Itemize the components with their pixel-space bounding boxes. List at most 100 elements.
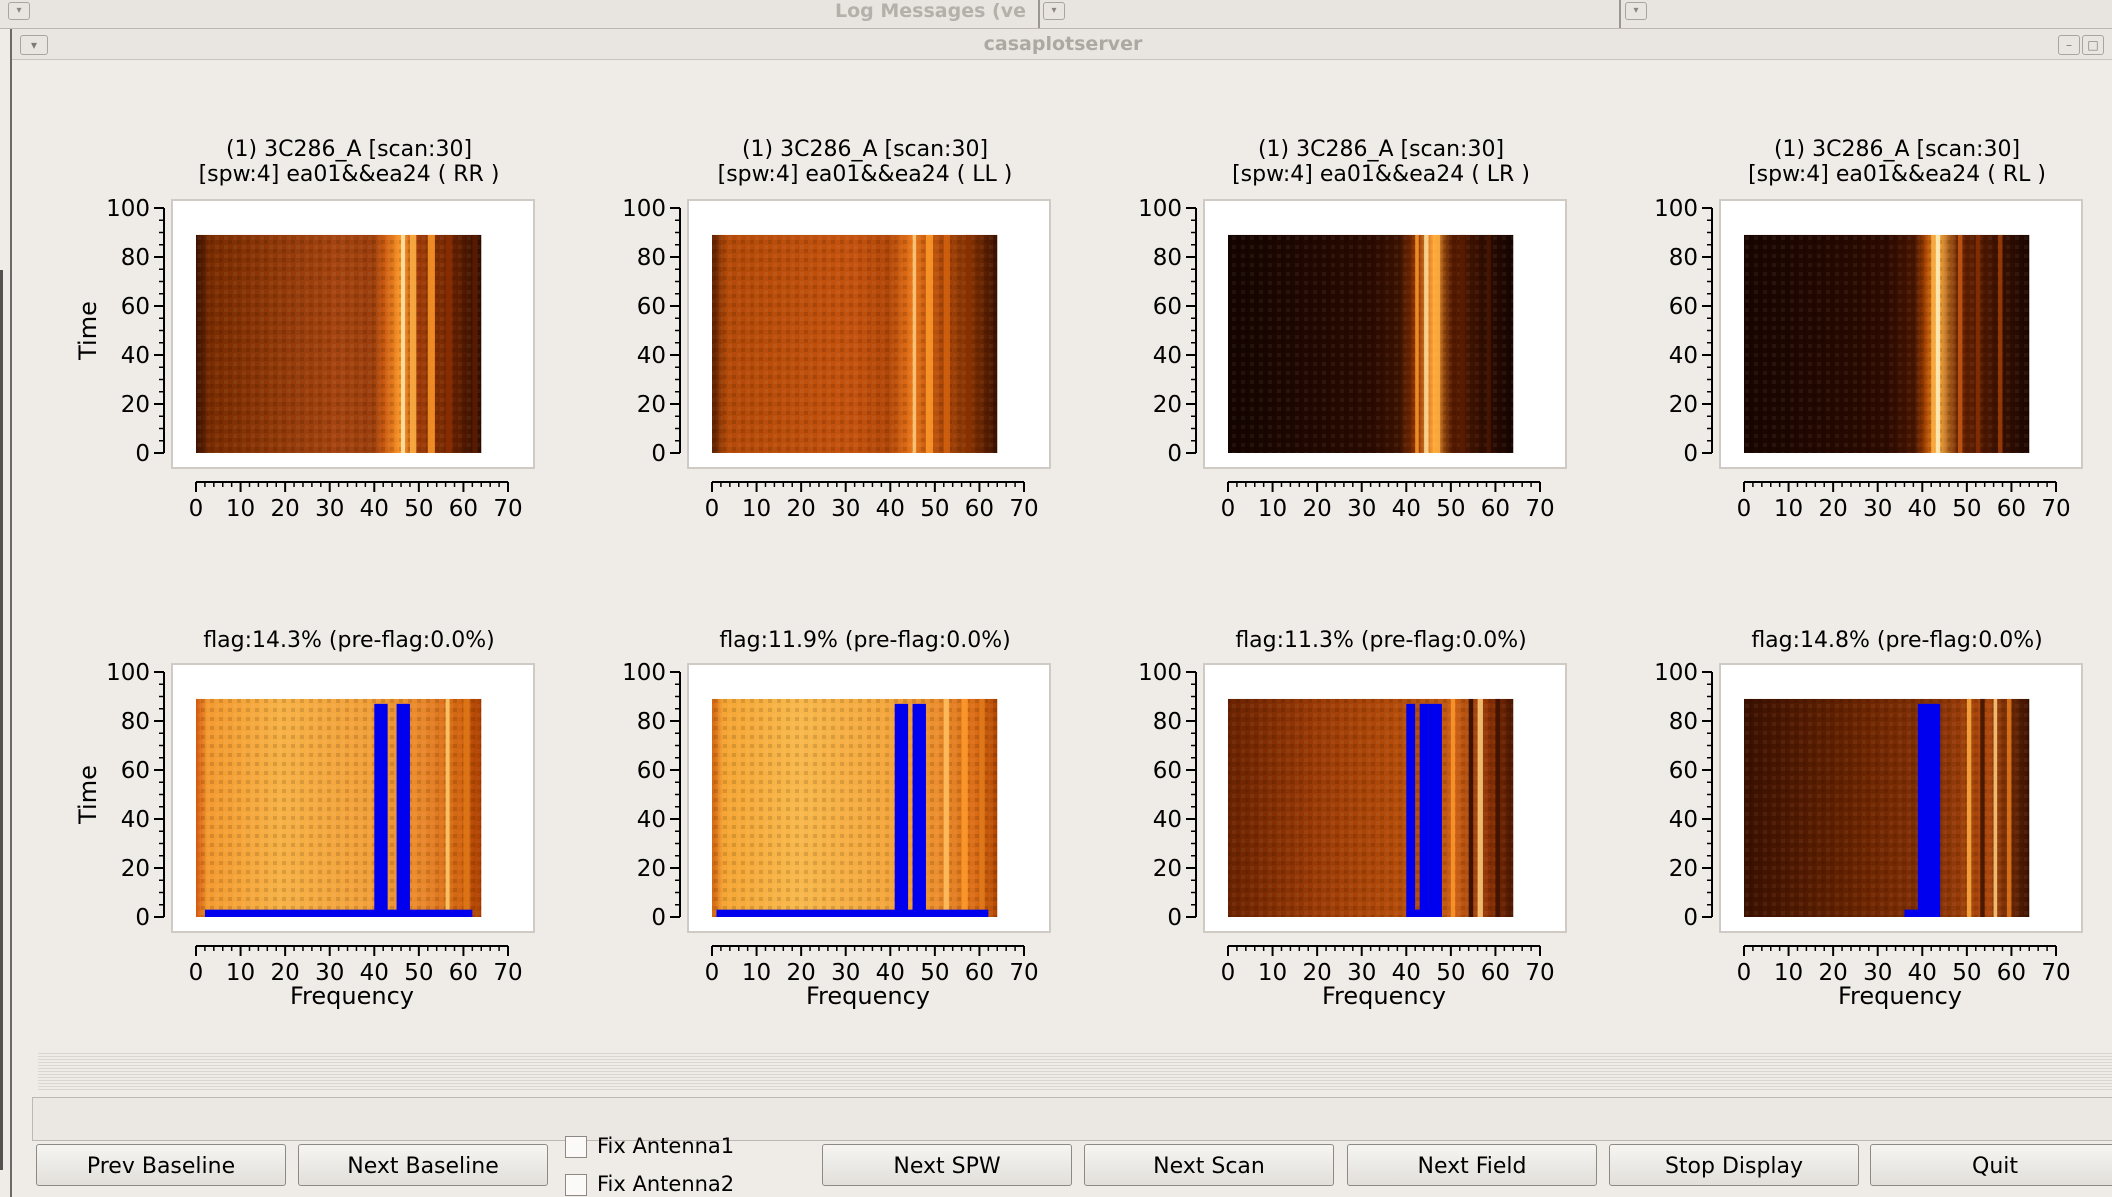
y-tick-label: 40 (121, 807, 150, 833)
x-tick-label: 70 (2041, 960, 2070, 986)
heatmap-band (1450, 698, 1456, 917)
y-tick-label: 60 (1153, 294, 1182, 320)
x-tick-label: 0 (1737, 496, 1752, 522)
heatmap-texture (1744, 698, 2030, 917)
plot-title: (1) 3C286_A [scan:30] (742, 137, 988, 162)
heatmap-band (1424, 234, 1429, 453)
stop-display-button[interactable]: Stop Display (1609, 1144, 1859, 1186)
chevron-down-icon[interactable]: ▾ (1043, 2, 1065, 20)
y-tick-label: 20 (1153, 856, 1182, 882)
plot-panel: 0 20 40 60 80 100 0 10 20 30 40 50 60 70 flag:11.3% (p… (1138, 628, 1567, 1010)
y-tick-label: 0 (651, 905, 666, 931)
next-scan-button[interactable]: Next Scan (1084, 1144, 1334, 1186)
y-tick-label: 80 (1669, 245, 1698, 271)
next-field-button[interactable]: Next Field (1347, 1144, 1597, 1186)
y-tick-label: 80 (1669, 709, 1698, 735)
heatmap-band (1993, 698, 1998, 917)
heatmap-band (427, 234, 435, 453)
background-log-window: ▾ Log Messages (ve ▾ ▾ (0, 0, 2112, 29)
x-tick-label: 10 (1258, 496, 1287, 522)
heatmap-band (943, 698, 950, 917)
heatmap-texture (1744, 234, 2030, 453)
x-tick-label: 50 (404, 496, 433, 522)
y-tick-label: 40 (121, 343, 150, 369)
heatmap-band (1957, 234, 1963, 453)
fix-antenna2-checkbox[interactable] (565, 1174, 587, 1196)
heatmap-band (463, 698, 470, 917)
heatmap-band (1931, 234, 1935, 453)
x-tick-label: 40 (1908, 960, 1937, 986)
chevron-down-icon[interactable]: ▾ (1625, 2, 1647, 20)
prev-baseline-button[interactable]: Prev Baseline (36, 1144, 286, 1186)
heatmap-band (401, 234, 406, 453)
x-tick-label: 10 (226, 960, 255, 986)
x-tick-label: 30 (315, 960, 344, 986)
x-tick-label: 30 (1863, 960, 1892, 986)
x-tick-label: 20 (787, 960, 816, 986)
x-tick-label: 20 (1819, 496, 1848, 522)
flagged-region (1904, 909, 1923, 917)
x-axis-label: Frequency (806, 982, 930, 1010)
y-tick-label: 100 (622, 660, 666, 686)
plot-panel: 0 20 40 60 80 100 0 10 20 30 40 50 60 70 (1) 3C286_A [… (1138, 137, 1567, 522)
x-axis-label: Frequency (290, 982, 414, 1010)
heatmap-band (979, 698, 985, 917)
y-tick-label: 0 (135, 905, 150, 931)
x-tick-label: 0 (1221, 960, 1236, 986)
x-tick-label: 10 (1774, 960, 1803, 986)
flagged-region (1406, 703, 1416, 917)
y-tick-label: 20 (637, 856, 666, 882)
heatmap-texture (712, 698, 998, 917)
plot-panel: 0 20 40 60 80 100 0 10 20 30 40 50 60 70 (1) 3C286_A [… (622, 137, 1051, 522)
x-tick-label: 30 (1347, 960, 1376, 986)
y-tick-label: 60 (1153, 758, 1182, 784)
y-tick-label: 40 (637, 343, 666, 369)
x-tick-label: 30 (315, 496, 344, 522)
y-tick-label: 60 (1669, 294, 1698, 320)
y-tick-label: 60 (121, 294, 150, 320)
plot-panel: 0 20 40 60 80 100 0 10 20 30 40 50 60 70 (1) 3C286_A [… (74, 137, 535, 522)
plot-subtitle: [spw:4] ea01&&ea24 ( RL ) (1748, 162, 2046, 187)
x-tick-label: 50 (920, 496, 949, 522)
y-tick-label: 100 (622, 196, 666, 222)
fix-antenna1-checkbox[interactable] (565, 1136, 587, 1158)
x-tick-label: 0 (1737, 960, 1752, 986)
y-tick-label: 80 (637, 709, 666, 735)
plot-subtitle: [spw:4] ea01&&ea24 ( LR ) (1232, 162, 1530, 187)
minimize-icon[interactable]: – (2058, 35, 2080, 55)
x-tick-label: 70 (493, 496, 522, 522)
x-tick-label: 50 (1436, 960, 1465, 986)
y-tick-label: 40 (1669, 343, 1698, 369)
y-tick-label: 100 (106, 660, 150, 686)
fix-antenna1-label: Fix Antenna1 (597, 1134, 735, 1158)
x-tick-label: 50 (1952, 960, 1981, 986)
y-tick-label: 100 (1654, 660, 1698, 686)
chevron-down-icon[interactable]: ▾ (8, 2, 30, 20)
heatmap-band (943, 234, 951, 453)
flagged-region (1419, 703, 1429, 917)
y-tick-label: 0 (1683, 905, 1698, 931)
x-tick-label: 20 (271, 960, 300, 986)
flagged-region (1917, 703, 1941, 917)
x-tick-label: 60 (965, 960, 994, 986)
plot-title: flag:14.3% (pre-flag:0.0%) (203, 628, 494, 653)
x-tick-label: 70 (1009, 496, 1038, 522)
heatmap-band (1415, 234, 1419, 453)
splitter-handle[interactable] (38, 1051, 2112, 1091)
quit-button[interactable]: Quit (1870, 1144, 2112, 1186)
plot-title: flag:14.8% (pre-flag:0.0%) (1751, 628, 2042, 653)
heatmap-band (966, 234, 972, 453)
x-tick-label: 40 (360, 496, 389, 522)
maximize-icon[interactable]: □ (2082, 35, 2104, 55)
plot-subtitle: [spw:4] ea01&&ea24 ( LL ) (718, 162, 1013, 187)
heatmap-band (1459, 234, 1466, 453)
y-tick-label: 60 (1669, 758, 1698, 784)
window-menu-icon[interactable]: ▾ (20, 35, 48, 55)
plot-panel: 0 20 40 60 80 100 0 10 20 30 40 50 60 70 flag:14.3% (p… (74, 628, 535, 1010)
x-tick-label: 40 (1392, 960, 1421, 986)
y-tick-label: 40 (1153, 343, 1182, 369)
next-spw-button[interactable]: Next SPW (822, 1144, 1072, 1186)
heatmap-texture (196, 234, 482, 453)
plot-canvas[interactable]: 0 20 40 60 80 100 0 10 20 30 40 50 60 70 (1) 3C286_A [… (12, 60, 2112, 1045)
next-baseline-button[interactable]: Next Baseline (298, 1144, 548, 1186)
